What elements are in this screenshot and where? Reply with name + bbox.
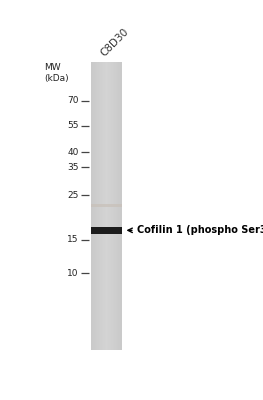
- Bar: [98, 62, 99, 350]
- Bar: [119, 62, 120, 350]
- Bar: [109, 62, 110, 350]
- Bar: [113, 62, 114, 350]
- Text: 55: 55: [67, 121, 79, 130]
- Bar: [91, 62, 122, 350]
- Text: 70: 70: [67, 96, 79, 106]
- Bar: [120, 62, 121, 350]
- Text: 35: 35: [67, 163, 79, 172]
- Bar: [118, 62, 119, 350]
- Bar: [114, 62, 115, 350]
- Bar: [115, 62, 116, 350]
- Text: MW
(kDa): MW (kDa): [44, 63, 69, 84]
- Bar: [94, 62, 95, 350]
- Bar: [105, 62, 106, 350]
- Bar: [100, 62, 101, 350]
- Bar: [110, 62, 111, 350]
- Bar: [112, 62, 113, 350]
- Bar: [117, 62, 118, 350]
- Bar: [95, 62, 96, 350]
- Text: Cofilin 1 (phospho Ser3): Cofilin 1 (phospho Ser3): [137, 225, 263, 235]
- Text: 25: 25: [67, 191, 79, 200]
- Bar: [91, 227, 122, 234]
- Text: 40: 40: [67, 148, 79, 157]
- Bar: [119, 62, 120, 350]
- Text: C8D30: C8D30: [99, 27, 131, 59]
- Bar: [96, 62, 97, 350]
- Bar: [115, 62, 116, 350]
- Bar: [107, 62, 108, 350]
- Bar: [106, 62, 107, 350]
- Bar: [116, 62, 117, 350]
- Bar: [97, 62, 98, 350]
- Bar: [91, 204, 122, 207]
- Bar: [92, 62, 93, 350]
- Bar: [91, 62, 92, 350]
- Bar: [113, 62, 114, 350]
- Text: 10: 10: [67, 269, 79, 278]
- Bar: [95, 62, 96, 350]
- Bar: [102, 62, 103, 350]
- Bar: [108, 62, 109, 350]
- Bar: [93, 62, 94, 350]
- Bar: [120, 62, 121, 350]
- Bar: [104, 62, 105, 350]
- Bar: [94, 62, 95, 350]
- Bar: [108, 62, 109, 350]
- Bar: [106, 62, 107, 350]
- Bar: [103, 62, 104, 350]
- Bar: [114, 62, 115, 350]
- Bar: [121, 62, 122, 350]
- Bar: [112, 62, 113, 350]
- Text: 15: 15: [67, 235, 79, 244]
- Bar: [99, 62, 100, 350]
- Bar: [111, 62, 112, 350]
- Bar: [107, 62, 108, 350]
- Bar: [111, 62, 112, 350]
- Bar: [101, 62, 102, 350]
